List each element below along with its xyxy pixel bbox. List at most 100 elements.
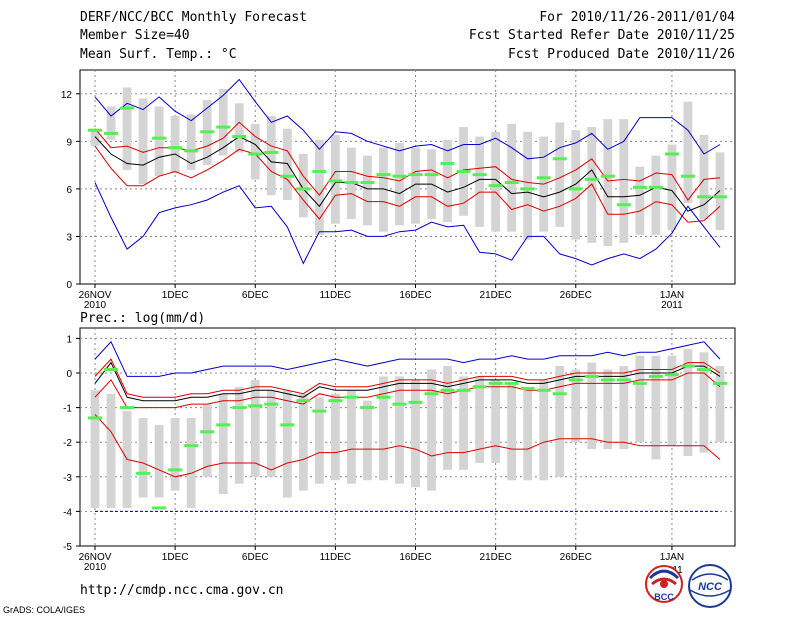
series-upper-spread: [94, 121, 721, 201]
panel1-title: Mean Surf. Temp.: °C: [80, 47, 237, 62]
spread-box: [282, 390, 292, 498]
median-marker: [680, 364, 695, 368]
median-marker: [440, 388, 455, 392]
median-marker: [168, 468, 183, 472]
spread-box: [699, 352, 709, 453]
median-marker: [632, 185, 647, 189]
series-lower-spread: [94, 372, 721, 409]
median-marker: [216, 423, 231, 427]
spread-box: [250, 379, 260, 477]
median-marker: [152, 506, 167, 510]
spread-box: [298, 154, 308, 218]
median-marker: [713, 381, 727, 385]
x-tick-label: 1JAN: [660, 290, 684, 301]
spread-box: [218, 89, 228, 156]
x-tick-label: 6DEC: [242, 290, 269, 301]
median-marker: [472, 385, 487, 389]
median-marker: [360, 406, 375, 410]
bcc-logo-text: BCC: [654, 592, 674, 602]
median-marker: [504, 181, 519, 185]
median-marker: [616, 378, 631, 382]
spread-box: [106, 393, 116, 508]
x-tick-label: 21DEC: [480, 290, 512, 301]
spread-box: [186, 417, 196, 508]
median-marker: [456, 388, 471, 392]
median-marker: [392, 174, 407, 178]
spread-box: [443, 139, 452, 223]
spread-box: [667, 144, 677, 231]
median-marker: [664, 373, 679, 377]
series-maximum: [94, 78, 721, 160]
series-lower-bound: [94, 414, 721, 478]
spread-box: [475, 376, 485, 463]
median-marker: [264, 150, 279, 154]
median-marker: [312, 169, 327, 173]
median-marker: [680, 174, 695, 178]
source-url[interactable]: http://cmdp.ncc.cma.gov.cn: [80, 583, 284, 598]
median-marker: [344, 395, 359, 399]
spread-box: [427, 369, 436, 491]
median-marker: [520, 387, 535, 391]
x-tick-label: 21DEC: [480, 552, 512, 563]
spread-box: [715, 152, 725, 231]
ncc-logo-text: NCC: [698, 581, 723, 593]
y-tick-label: 9: [66, 137, 72, 148]
y-tick-label: -5: [63, 542, 72, 553]
series-lower-spread: [94, 145, 721, 223]
median-marker: [616, 203, 631, 207]
spread-box: [170, 417, 180, 491]
median-marker: [152, 136, 167, 140]
median-marker: [184, 149, 199, 153]
spread-box: [90, 390, 100, 508]
x-tick-label: 26DEC: [560, 552, 592, 563]
median-marker: [488, 381, 503, 385]
spread-box: [699, 134, 709, 220]
x-tick-sublabel: 2011: [661, 300, 683, 311]
panel2-title: Prec.: log(mm/d): [80, 311, 206, 326]
median-marker: [424, 173, 439, 177]
spread-box: [475, 136, 485, 227]
series-ensemble-mean: [94, 136, 721, 212]
forecast-period: For 2010/11/26-2011/01/04: [539, 10, 735, 25]
series-ensemble-mean: [94, 361, 721, 402]
median-marker: [248, 404, 263, 408]
x-tick-sublabel: 2010: [84, 562, 107, 573]
y-tick-label: 1: [66, 334, 72, 345]
x-tick-label: 16DEC: [399, 552, 431, 563]
series-minimum: [94, 182, 721, 266]
spread-box: [571, 369, 581, 443]
median-marker: [328, 399, 343, 403]
spread-box: [619, 119, 629, 243]
x-tick-label: 11DEC: [320, 552, 352, 563]
median-marker: [696, 368, 711, 372]
spread-box: [363, 400, 372, 481]
median-marker: [296, 187, 311, 191]
median-marker: [408, 173, 423, 177]
spread-box: [138, 417, 148, 498]
median-marker: [600, 174, 615, 178]
median-marker: [456, 169, 471, 173]
spread-box: [683, 101, 693, 204]
median-marker: [280, 423, 295, 427]
spread-box: [603, 119, 613, 246]
spread-box: [603, 369, 613, 450]
median-marker: [568, 378, 583, 382]
spread-box: [491, 131, 501, 232]
spread-box: [715, 366, 725, 443]
spread-box: [651, 155, 661, 235]
median-marker: [584, 177, 599, 181]
median-marker: [264, 402, 279, 406]
spread-box: [330, 393, 340, 481]
chart-title: DERF/NCC/BCC Monthly Forecast: [80, 10, 307, 25]
median-marker: [584, 374, 599, 378]
median-marker: [344, 181, 359, 185]
y-tick-label: -2: [63, 438, 72, 449]
spread-box: [234, 103, 244, 153]
median-marker: [696, 195, 711, 199]
y-tick-label: 12: [61, 90, 73, 101]
spread-box: [154, 106, 164, 177]
median-marker: [648, 185, 663, 189]
median-marker: [552, 157, 567, 161]
produced-date: Fcst Produced Date 2010/11/26: [508, 47, 735, 62]
